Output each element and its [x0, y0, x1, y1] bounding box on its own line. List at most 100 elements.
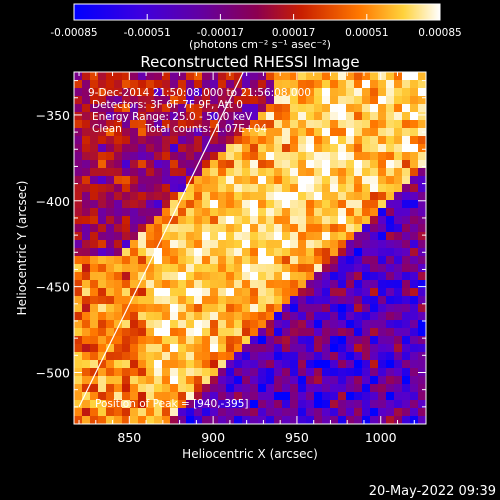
- heatmap-cell: [250, 232, 259, 241]
- heatmap-cell: [194, 136, 203, 145]
- heatmap-cell: [218, 128, 227, 137]
- heatmap-cell: [234, 168, 243, 177]
- heatmap-cell: [266, 392, 275, 401]
- heatmap-cell: [218, 376, 227, 385]
- heatmap-cell: [146, 112, 155, 121]
- heatmap-cell: [138, 400, 147, 409]
- heatmap-cell: [130, 360, 139, 369]
- heatmap-cell: [114, 128, 123, 137]
- heatmap-cell: [410, 280, 419, 289]
- heatmap-cell: [298, 128, 307, 137]
- heatmap-cell: [74, 280, 83, 289]
- heatmap-cell: [98, 408, 107, 417]
- heatmap-cell: [82, 112, 91, 121]
- heatmap-cell: [82, 296, 91, 305]
- heatmap-cell: [346, 240, 355, 249]
- heatmap-cell: [298, 304, 307, 313]
- heatmap-cell: [226, 104, 235, 113]
- heatmap-cell: [170, 320, 179, 329]
- heatmap-cell: [410, 200, 419, 209]
- heatmap-cell: [82, 168, 91, 177]
- heatmap-cell: [370, 392, 379, 401]
- heatmap-cell: [346, 352, 355, 361]
- heatmap-cell: [202, 384, 211, 393]
- heatmap-cell: [138, 376, 147, 385]
- heatmap-cell: [114, 416, 123, 424]
- heatmap-cell: [194, 288, 203, 297]
- heatmap-cell: [354, 152, 363, 161]
- heatmap-cell: [114, 72, 123, 81]
- heatmap-cell: [186, 216, 195, 225]
- heatmap-cell: [250, 272, 259, 281]
- heatmap-cell: [90, 296, 99, 305]
- heatmap-cell: [106, 80, 115, 89]
- heatmap-cell: [322, 384, 331, 393]
- heatmap-cell: [202, 184, 211, 193]
- heatmap-cell: [154, 320, 163, 329]
- heatmap-cell: [298, 88, 307, 97]
- heatmap-cell: [218, 80, 227, 89]
- heatmap-cell: [378, 272, 387, 281]
- heatmap-cell: [194, 392, 203, 401]
- heatmap-cell: [298, 360, 307, 369]
- heatmap-cell: [82, 184, 91, 193]
- heatmap-cell: [314, 320, 323, 329]
- heatmap-cell: [402, 96, 411, 105]
- heatmap-cell: [258, 80, 267, 89]
- heatmap-cell: [90, 344, 99, 353]
- heatmap-cell: [218, 224, 227, 233]
- heatmap-cell: [218, 192, 227, 201]
- heatmap-cell: [146, 288, 155, 297]
- heatmap-cell: [114, 368, 123, 377]
- heatmap-cell: [266, 96, 275, 105]
- heatmap-cell: [274, 120, 283, 129]
- heatmap-cell: [74, 384, 83, 393]
- heatmap-cell: [258, 312, 267, 321]
- heatmap-cell: [298, 352, 307, 361]
- heatmap-cell: [362, 368, 371, 377]
- heatmap-cell: [154, 312, 163, 321]
- heatmap-cell: [410, 264, 419, 273]
- heatmap-cell: [290, 280, 299, 289]
- heatmap-cell: [274, 376, 283, 385]
- heatmap-cell: [218, 216, 227, 225]
- heatmap-cell: [202, 104, 211, 113]
- heatmap-cell: [122, 112, 131, 121]
- heatmap-cell: [370, 280, 379, 289]
- heatmap-cell: [306, 104, 315, 113]
- heatmap-cell: [362, 112, 371, 121]
- heatmap-cell: [306, 192, 315, 201]
- heatmap-cell: [218, 368, 227, 377]
- heatmap-cell: [362, 184, 371, 193]
- heatmap-cell: [194, 152, 203, 161]
- heatmap-cell: [202, 224, 211, 233]
- heatmap-cell: [194, 184, 203, 193]
- heatmap-cell: [146, 144, 155, 153]
- heatmap-cell: [178, 168, 187, 177]
- heatmap-cell: [122, 208, 131, 217]
- heatmap-cell: [378, 96, 387, 105]
- heatmap-cell: [226, 192, 235, 201]
- heatmap-cell: [242, 80, 251, 89]
- heatmap-cell: [362, 168, 371, 177]
- heatmap-cell: [386, 328, 395, 337]
- heatmap-cell: [338, 336, 347, 345]
- annotation-detectors: Detectors: 3F 6F 7F 9F, Att 0: [92, 99, 243, 111]
- heatmap-cell: [346, 328, 355, 337]
- heatmap-cell: [394, 256, 403, 265]
- heatmap-cell: [90, 312, 99, 321]
- heatmap-cell: [290, 288, 299, 297]
- heatmap-cell: [306, 240, 315, 249]
- heatmap-cell: [330, 304, 339, 313]
- heatmap-cell: [330, 104, 339, 113]
- heatmap-cell: [402, 296, 411, 305]
- heatmap-cell: [394, 344, 403, 353]
- heatmap-cell: [98, 328, 107, 337]
- heatmap-cell: [266, 112, 275, 121]
- heatmap-cell: [178, 392, 187, 401]
- heatmap-cell: [234, 232, 243, 241]
- heatmap-cell: [162, 128, 171, 137]
- heatmap-cell: [82, 160, 91, 169]
- heatmap-cell: [162, 208, 171, 217]
- heatmap-cell: [98, 376, 107, 385]
